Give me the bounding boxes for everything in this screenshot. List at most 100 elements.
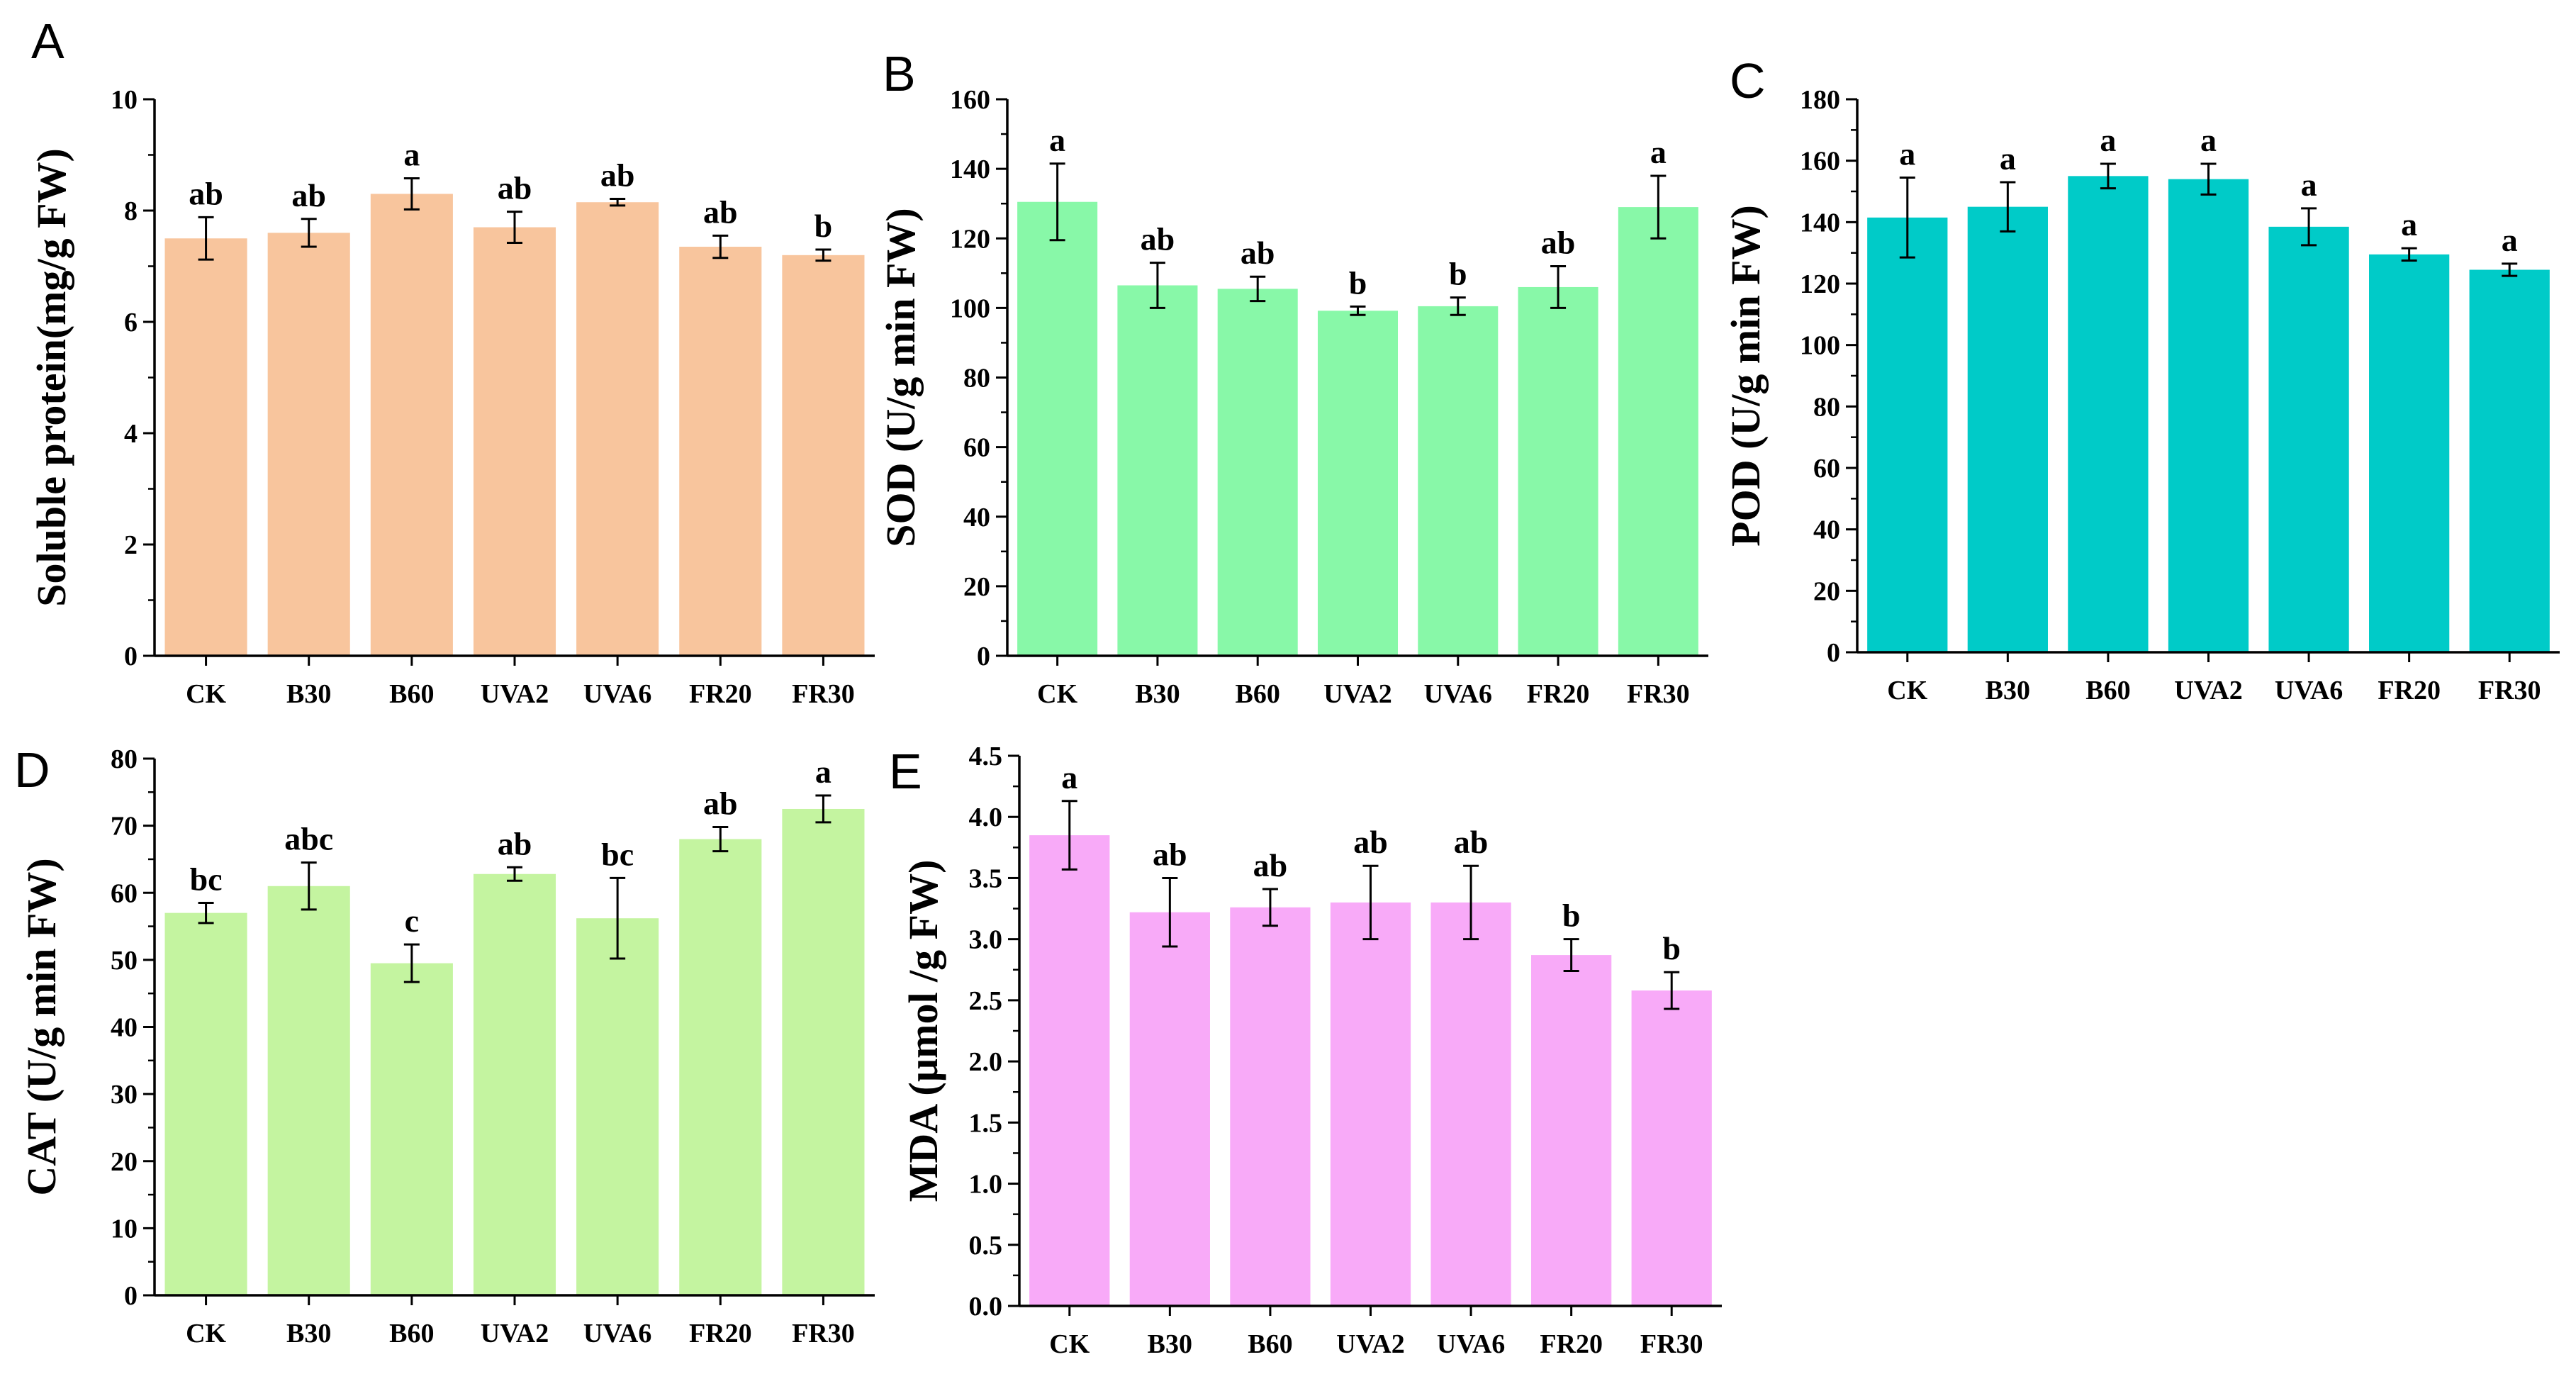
y-tick-label: 0 [124,1281,138,1311]
significance-letter-CK: ab [189,175,223,211]
bar-UVA6 [1430,902,1511,1306]
y-tick-label: 2.0 [969,1047,1003,1077]
significance-letter-B60: a [403,136,420,172]
significance-letter-UVA6: a [2301,167,2317,203]
error-bar-B30 [2000,181,2016,233]
panel-D: Dbc CK abc B30 c B60 ab UVA2 bc UVA6 ab FR20 a FR30 0 1… [14,742,875,1348]
x-tick-label: FR30 [1627,679,1690,709]
significance-letter-FR30: a [2502,222,2518,258]
y-tick-label: 3.5 [969,864,1003,893]
bar-B60 [1217,289,1298,656]
y-tick-label: 140 [1800,208,1840,238]
y-tick-label: 100 [1800,331,1840,361]
error-bar-B30 [301,218,317,248]
x-tick-label: UVA6 [583,1319,651,1348]
x-tick-label: FR30 [2478,676,2541,705]
y-tick-label: 160 [950,85,990,115]
bar-FR20 [2369,254,2450,652]
bar-UVA2 [473,873,556,1295]
bar-UVA6 [576,918,659,1295]
error-bar-CK [1899,177,1915,259]
x-tick-label: B30 [1135,679,1180,709]
y-tick-label: 2.5 [969,986,1003,1016]
significance-letter-B30: ab [1153,836,1187,872]
bar-FR30 [1618,207,1698,656]
y-tick-label: 1.0 [969,1170,1003,1200]
y-tick-label: 80 [1813,392,1840,422]
significance-letter-B30: ab [1141,221,1175,257]
x-tick-label: FR20 [689,679,752,709]
y-tick-label: 0.0 [969,1292,1003,1322]
error-bar-UVA2 [1350,305,1366,316]
x-tick-label: CK [1887,676,1927,705]
x-tick-label: B60 [389,679,434,709]
bar-B60 [370,963,453,1295]
error-bar-CK [198,901,214,925]
x-tick-label: CK [186,679,226,709]
bar-B30 [267,886,350,1295]
error-bar-FR20 [712,234,729,259]
bar-B30 [1967,206,2048,653]
x-tick-label: FR20 [1527,679,1590,709]
bar-UVA6 [1418,306,1499,656]
bar-FR30 [782,255,865,656]
significance-letter-FR30: a [1650,134,1667,170]
bar-FR20 [1518,286,1598,656]
x-tick-label: UVA2 [2174,676,2242,705]
significance-letter-B60: ab [1253,847,1288,883]
y-axis-label: POD (U/g min FW) [1723,205,1769,547]
significance-letter-CK: a [1061,759,1077,795]
error-bar-FR20 [1563,938,1579,973]
significance-letter-UVA6: ab [1454,824,1489,860]
y-tick-label: 0 [1827,638,1840,668]
panel-A: Aab CK ab B30 a B60 ab UVA2 ab UVA6 ab FR20 b FR30 0 2 4… [28,13,875,709]
bar-UVA2 [2168,179,2249,652]
bar-CK [1867,217,1948,652]
panel-letter: B [883,46,916,101]
bar-B30 [1129,912,1210,1306]
x-tick-label: B30 [286,679,331,709]
bar-FR20 [1531,955,1612,1306]
y-tick-label: 60 [111,878,138,908]
y-tick-label: 50 [111,946,138,976]
panel-letter: C [1730,53,1766,108]
y-tick-label: 100 [950,294,990,323]
significance-letter-B60: a [2100,122,2116,158]
panel-letter: A [31,13,65,69]
error-bar-FR30 [815,248,831,262]
significance-letter-FR30: b [814,208,833,244]
x-tick-label: B60 [1248,1329,1292,1359]
y-tick-label: 20 [111,1147,138,1177]
x-tick-label: UVA2 [481,679,549,709]
y-tick-label: 40 [963,503,990,532]
y-tick-label: 40 [111,1013,138,1043]
y-tick-label: 120 [950,224,990,254]
y-tick-label: 30 [111,1080,138,1110]
x-tick-label: FR20 [1540,1329,1603,1359]
bar-UVA2 [1330,902,1411,1306]
x-tick-label: UVA6 [2275,676,2343,705]
y-tick-label: 3.0 [969,925,1003,955]
bar-CK [164,238,247,656]
error-bar-FR20 [1550,265,1567,309]
error-bar-CK [1061,800,1077,871]
y-axis-label: Soluble protein(mg/g FW) [28,148,74,607]
y-tick-label: 4.5 [969,742,1003,771]
x-tick-label: FR20 [689,1319,752,1348]
x-tick-label: CK [1049,1329,1090,1359]
error-bar-UVA2 [1362,864,1379,941]
y-tick-label: 4.0 [969,803,1003,832]
y-tick-label: 0.5 [969,1231,1003,1261]
y-tick-label: 1.5 [969,1108,1003,1138]
bar-FR20 [679,839,762,1295]
error-bar-CK [198,216,214,261]
significance-letter-B30: ab [291,177,326,213]
significance-letter-FR20: ab [703,786,738,822]
error-bar-B60 [1262,888,1278,927]
bar-UVA6 [2268,226,2349,652]
error-bar-UVA6 [610,198,626,207]
bar-UVA6 [576,202,659,657]
x-tick-label: FR20 [2378,676,2441,705]
significance-letter-FR20: ab [1541,225,1576,261]
x-tick-label: CK [186,1319,226,1348]
